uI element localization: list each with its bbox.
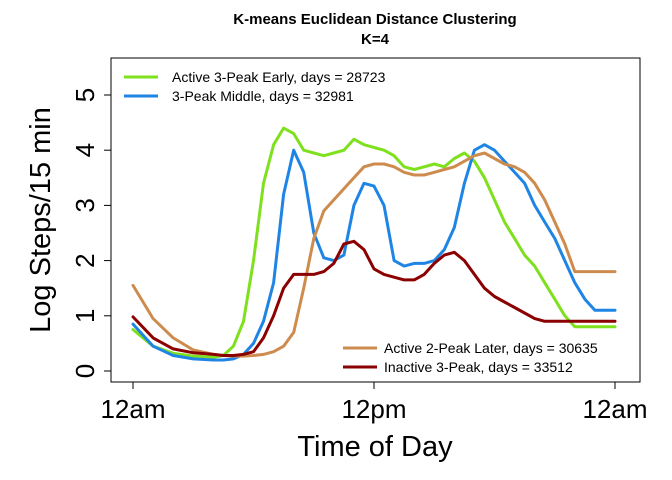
y-tick-label: 3 bbox=[70, 198, 100, 212]
x-axis-title: Time of Day bbox=[297, 431, 453, 463]
chart-title: K-means Euclidean Distance Clustering bbox=[233, 11, 516, 28]
chart-subtitle: K=4 bbox=[361, 31, 390, 48]
x-tick-label: 12pm bbox=[341, 394, 406, 424]
series-line-2 bbox=[131, 143, 617, 362]
series-line-1 bbox=[131, 126, 617, 359]
plot-area-frame bbox=[110, 57, 641, 383]
legend-label: Active 2-Peak Later, days = 30635 bbox=[384, 340, 598, 356]
y-tick-label: 2 bbox=[70, 253, 100, 267]
legend-label: Inactive 3-Peak, days = 33512 bbox=[384, 359, 573, 375]
series-layer bbox=[131, 126, 617, 362]
legend-layer: Active 3-Peak Early, days = 28723 3-Peak … bbox=[124, 69, 598, 375]
y-axis-title: Log Steps/15 min bbox=[25, 107, 57, 333]
x-tick-label: 12am bbox=[100, 394, 165, 424]
legend-label: 3-Peak Middle, days = 32981 bbox=[172, 88, 354, 104]
x-tick-label: 12am bbox=[582, 394, 647, 424]
y-tick-label: 0 bbox=[70, 364, 100, 378]
legend-label: Active 3-Peak Early, days = 28723 bbox=[172, 69, 386, 85]
series-line-4 bbox=[131, 239, 617, 357]
y-tick-label: 5 bbox=[70, 88, 100, 102]
y-axis: 0 1 2 3 4 5 bbox=[70, 88, 112, 378]
x-axis: 12am 12pm 12am bbox=[100, 381, 648, 424]
y-tick-label: 4 bbox=[70, 143, 100, 157]
y-tick-label: 1 bbox=[70, 309, 100, 323]
series-line-3 bbox=[131, 151, 617, 358]
